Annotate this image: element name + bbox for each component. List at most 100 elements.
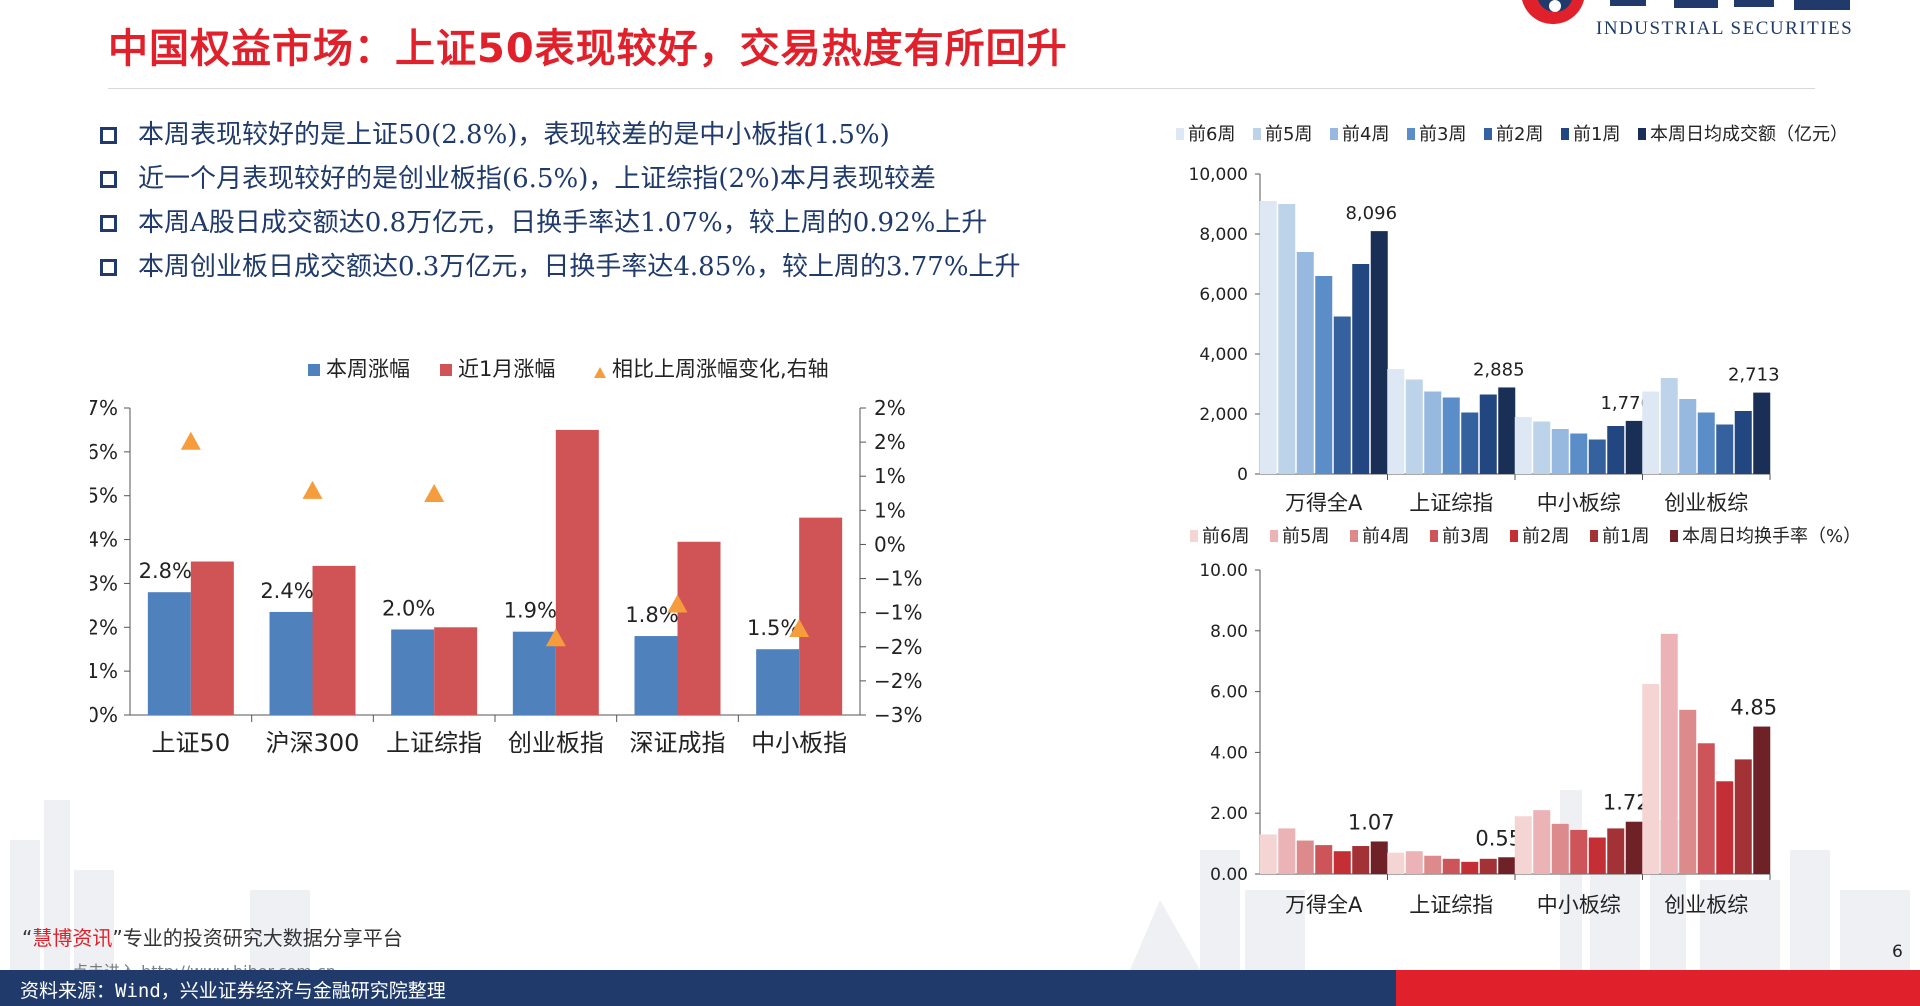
- page-number: 6: [1892, 942, 1903, 962]
- bar-current-week: [1753, 726, 1771, 874]
- legend-label: 前3周: [1442, 526, 1489, 547]
- bar-data-label: 4.85: [1730, 696, 1777, 720]
- bar-monthly-return: [799, 517, 843, 715]
- bar-prior-week: [1259, 834, 1277, 874]
- y-tick-label: 0: [1237, 465, 1248, 485]
- bullet-text: 本周表现较好的是上证50(2.8%)，表现较差的是中小板指(1.5%): [138, 120, 890, 150]
- triangle-change-marker: [545, 628, 566, 647]
- bar-prior-week: [1533, 810, 1551, 874]
- bar-prior-week: [1259, 201, 1277, 474]
- bullet-item: 本周A股日成交额达0.8万亿元，日换手率达1.07%，较上周的0.92%上升: [96, 204, 1156, 248]
- x-tick-label: 沪深300: [266, 729, 360, 757]
- bar-data-label: 2,885: [1473, 359, 1525, 380]
- bullet-text: 本周A股日成交额达0.8万亿元，日换手率达1.07%，较上周的0.92%上升: [138, 208, 988, 238]
- bar-prior-week: [1533, 421, 1551, 474]
- bar-prior-week: [1461, 861, 1479, 874]
- x-tick-label: 万得全A: [1285, 893, 1363, 917]
- legend-swatch: [1430, 530, 1438, 542]
- legend-label: 前2周: [1522, 526, 1569, 547]
- square-bullet-icon: [100, 171, 117, 188]
- legend-swatch: [1190, 530, 1198, 542]
- bar-monthly-return: [677, 541, 721, 715]
- bar-prior-week: [1716, 781, 1734, 874]
- legend-label: 前4周: [1362, 526, 1409, 547]
- index-returns-chart: 本周涨幅 近1月涨幅 相比上周涨幅变化,右轴 0% 1% 2% 3% 4% 5% 6% 7% −3% −…: [90, 357, 923, 757]
- y-tick-label: 10,000: [1189, 165, 1248, 185]
- bar-prior-week: [1642, 391, 1660, 474]
- y-tick-label: 6.00: [1210, 683, 1248, 703]
- x-tick-label: 上证综指: [386, 729, 482, 757]
- bar-prior-week: [1514, 816, 1532, 874]
- bar-prior-week: [1333, 851, 1351, 874]
- company-logo: INDUSTRIAL SECURITIES: [1518, 0, 1898, 44]
- watermark-text: 专业的投资研究大数据分享平台: [122, 926, 403, 950]
- legend-swatch-triangle: [594, 367, 606, 378]
- legend-swatch: [1330, 128, 1338, 140]
- y-tick-label: 6,000: [1199, 285, 1248, 305]
- bar-prior-week: [1424, 391, 1442, 474]
- x-tick-label: 上证综指: [1409, 893, 1493, 917]
- bar-prior-week: [1660, 633, 1678, 874]
- legend-swatch: [1638, 128, 1646, 140]
- bar-current-week: [1498, 857, 1516, 874]
- bar-prior-week: [1734, 759, 1752, 874]
- bar-prior-week: [1679, 709, 1697, 874]
- bar-prior-week: [1716, 424, 1734, 474]
- y-tick-label: 2.00: [1210, 804, 1248, 824]
- y-tick-label-left: 0%: [90, 703, 118, 727]
- legend-label: 本周日均换手率（%）: [1682, 526, 1861, 547]
- triangle-change-marker: [424, 483, 445, 502]
- bar-prior-week: [1315, 845, 1333, 874]
- legend-swatch: [1176, 128, 1184, 140]
- bar-weekly-return: [269, 611, 313, 715]
- bar-prior-week: [1734, 411, 1752, 474]
- y-tick-label: 2,000: [1199, 405, 1248, 425]
- legend-label: 前1周: [1602, 526, 1649, 547]
- turnover-rate-chart: 前6周 前5周 前4周 前3周 前2周 前1周 本周日均换手率（%） 0.00 2.00 4.00…: [1190, 526, 1861, 917]
- bar-prior-week: [1588, 439, 1606, 474]
- title-divider: [108, 88, 1815, 89]
- bar-current-week: [1625, 821, 1643, 874]
- bar-prior-week: [1660, 378, 1678, 474]
- footer-accent: [1396, 970, 1920, 1006]
- bar-prior-week: [1479, 858, 1497, 874]
- bullet-text: 近一个月表现较好的是创业板指(6.5%)，上证综指(2%)本月表现较差: [138, 164, 936, 194]
- bar-weekly-return: [391, 629, 435, 715]
- bar-current-week: [1370, 231, 1388, 474]
- legend-label: 前5周: [1265, 124, 1312, 145]
- bar-data-label: 2.4%: [260, 579, 313, 603]
- daily-turnover-chart: 前6周 前5周 前4周 前3周 前2周 前1周 本周日均成交额（亿元） 0 2,000 4,000…: [1176, 124, 1848, 515]
- y-tick-label-left: 4%: [90, 528, 118, 552]
- bar-monthly-return: [190, 561, 234, 715]
- square-bullet-icon: [100, 215, 117, 232]
- logo-mark-icon: [1522, 0, 1584, 25]
- slide-title: 中国权益市场：上证50表现较好，交易热度有所回升: [108, 26, 1068, 72]
- x-tick-label: 创业板综: [1664, 893, 1748, 917]
- y-tick-label: 0.00: [1210, 865, 1248, 885]
- y-tick-label-right: 2%: [874, 430, 906, 454]
- y-tick-label-left: 3%: [90, 571, 118, 595]
- square-bullet-icon: [100, 259, 117, 276]
- x-tick-label: 万得全A: [1285, 491, 1363, 515]
- y-tick-label-right: 0%: [874, 532, 906, 556]
- bar-prior-week: [1570, 829, 1588, 874]
- y-tick-label-right: −1%: [874, 601, 923, 625]
- bar-prior-week: [1588, 837, 1606, 874]
- bar-prior-week: [1352, 264, 1370, 474]
- legend-swatch: [1670, 530, 1678, 542]
- bar-current-week: [1370, 841, 1388, 874]
- x-tick-label: 中小板指: [751, 729, 847, 757]
- x-tick-label: 创业板指: [508, 729, 604, 757]
- bar-data-label: 8,096: [1345, 203, 1397, 224]
- bar-data-label: 2.8%: [139, 559, 192, 583]
- legend-swatch: [1590, 530, 1598, 542]
- bar-data-label: 2.0%: [382, 596, 435, 620]
- bar-data-label: 1.07: [1348, 810, 1395, 834]
- logo-subtext: INDUSTRIAL SECURITIES: [1596, 18, 1854, 39]
- bar-prior-week: [1333, 316, 1351, 474]
- y-tick-label-left: 5%: [90, 484, 118, 508]
- bar-prior-week: [1461, 412, 1479, 474]
- y-tick-label-right: −2%: [874, 669, 923, 693]
- legend-swatch: [1510, 530, 1518, 542]
- bar-data-label: 1.9%: [504, 599, 557, 623]
